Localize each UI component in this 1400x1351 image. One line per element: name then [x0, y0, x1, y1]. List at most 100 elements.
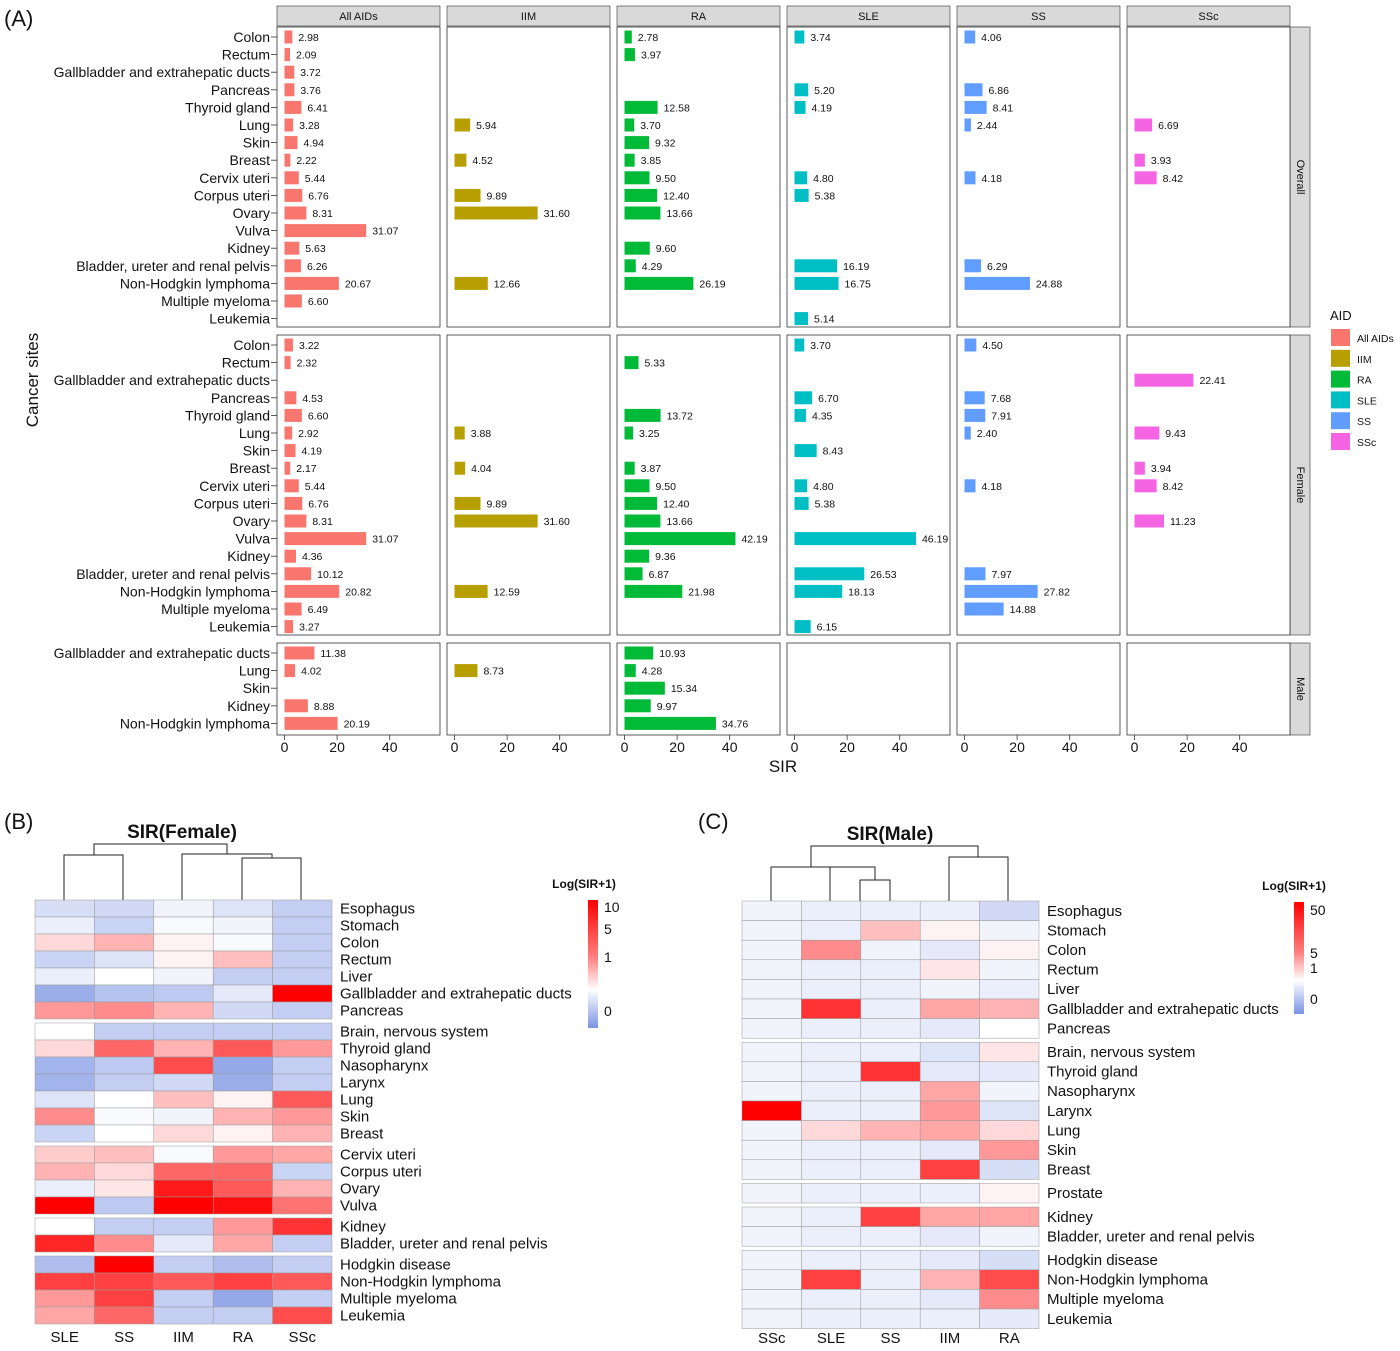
facet-strip-label-iim: IIM: [521, 11, 536, 23]
heatmap-cell-liver-ssc: [741, 959, 802, 980]
data-label: 8.41: [993, 102, 1014, 114]
bar-overall-kidney-all-aids: [284, 241, 300, 255]
heatmap-cell-multiple-myeloma-iim: [919, 1289, 980, 1310]
bar-male-non-hodgkin-lymphoma-all-aids: [284, 716, 338, 730]
bar-female-pancreas-sle: [794, 391, 813, 405]
heatmap-cell-prostate-ssc: [741, 1183, 802, 1204]
heatmap-cell-non-hodgkin-lymphoma-sle: [34, 1272, 95, 1291]
dendrogram-branch: [859, 879, 891, 901]
row-label-gallbladder-and-extrahepatic-ducts: Gallbladder and extrahepatic ducts: [340, 986, 572, 1003]
heatmap-cell-breast-ssc: [272, 1124, 333, 1143]
x-tick-label: 20: [499, 739, 515, 755]
heatmap-cell-esophagus-iim: [919, 900, 980, 921]
heatmap-cell-breast-ssc: [741, 1159, 802, 1180]
row-label-thyroid-gland: Thyroid gland: [1047, 1064, 1138, 1081]
data-label: 8.42: [1163, 173, 1184, 185]
heatmap-cell-stomach-ss: [860, 920, 921, 941]
data-label: 2.17: [296, 463, 317, 475]
bar-overall-bladder-ureter-and-renal-pelvis-all-aids: [284, 259, 301, 273]
facet-panel-male-sle: [786, 642, 951, 736]
heatmap-cell-stomach-ssc: [272, 916, 333, 935]
heatmap-cell-kidney-sle: [801, 1206, 862, 1227]
legend-label-sle: SLE: [1357, 395, 1377, 407]
data-label: 27.82: [1044, 586, 1070, 598]
bar-female-colon-all-aids: [284, 338, 293, 352]
heatmap-title: SIR(Female): [127, 822, 237, 843]
data-label: 7.91: [991, 410, 1012, 422]
data-label: 3.27: [299, 622, 320, 634]
data-label: 3.28: [299, 120, 320, 132]
column-label-ssc: SSc: [289, 1329, 317, 1346]
data-label: 7.68: [991, 393, 1012, 405]
heatmap-cell-ovary-ss: [94, 1179, 155, 1198]
bar-overall-cervix-uteri-ssc: [1134, 171, 1157, 185]
site-label-thyroid-gland: Thyroid gland: [185, 407, 270, 423]
bar-female-lung-iim: [454, 426, 465, 440]
column-label-ss: SS: [114, 1329, 134, 1346]
heatmap-cell-ovary-ssc: [272, 1179, 333, 1198]
facet-strip-ssc: [1126, 5, 1291, 27]
heatmap-cell-colon-sle: [34, 933, 95, 952]
heatmap-cell-multiple-myeloma-iim: [153, 1289, 214, 1308]
heatmap-cell-gallbladder-and-extrahepatic-ducts-ssc: [272, 984, 333, 1003]
bar-female-cervix-uteri-all-aids: [284, 479, 299, 493]
heatmap-cell-cervix-uteri-ssc: [272, 1145, 333, 1164]
heatmap-cell-leukemia-sle: [801, 1308, 862, 1329]
facet-strip-label-sle: SLE: [858, 11, 879, 23]
heatmap-cell-rectum-ssc: [741, 979, 802, 1000]
data-label: 21.98: [688, 586, 714, 598]
site-label-gallbladder-and-extrahepatic-ducts: Gallbladder and extrahepatic ducts: [54, 64, 270, 80]
heatmap-cell-stomach-ss: [94, 916, 155, 935]
row-label-brain-nervous-system: Brain, nervous system: [1047, 1044, 1195, 1061]
data-label: 3.85: [641, 155, 662, 167]
row-label-colon: Colon: [1047, 942, 1086, 959]
heatmap-cell-liver-ssc: [272, 967, 333, 986]
data-label: 2.09: [296, 50, 317, 62]
row-label-lung: Lung: [340, 1092, 373, 1109]
heatmap-cell-kidney-ra: [979, 1206, 1040, 1227]
heatmap-cell-bladder-ureter-and-renal-pelvis-iim: [153, 1234, 214, 1253]
data-label: 9.89: [487, 498, 508, 510]
row-label-non-hodgkin-lymphoma: Non-Hodgkin lymphoma: [1047, 1272, 1209, 1289]
heatmap-cell-larynx-iim: [153, 1073, 214, 1092]
bar-overall-ovary-ra: [624, 206, 661, 220]
row-label-ovary: Ovary: [340, 1181, 381, 1198]
heatmap-cell-liver-iim: [153, 967, 214, 986]
bar-female-lung-all-aids: [284, 426, 293, 440]
heatmap-cell-brain-nervous-system-iim: [919, 1041, 980, 1063]
heatmap-cell-leukemia-sle: [34, 1306, 95, 1325]
column-label-iim: IIM: [939, 1330, 960, 1347]
heatmap-cell-colon-sle: [801, 939, 862, 961]
facet-panel-male-iim: [446, 642, 611, 736]
data-label: 31.07: [372, 534, 398, 546]
bar-overall-lung-ss: [964, 118, 971, 132]
site-label-corpus-uteri: Corpus uteri: [194, 187, 270, 203]
heatmap-cell-multiple-myeloma-ssc: [741, 1289, 802, 1310]
data-label: 8.43: [823, 446, 844, 458]
heatmap-cell-stomach-sle: [34, 916, 95, 935]
bar-female-corpus-uteri-sle: [794, 496, 809, 510]
data-label: 4.04: [471, 463, 492, 475]
heatmap-cell-leukemia-ss: [860, 1308, 921, 1329]
heatmap-cell-breast-ss: [94, 1124, 155, 1143]
heatmap-cell-corpus-uteri-ssc: [272, 1162, 333, 1181]
site-label-multiple-myeloma: Multiple myeloma: [161, 601, 270, 617]
bar-overall-thyroid-gland-all-aids: [284, 100, 302, 114]
heatmap-cell-non-hodgkin-lymphoma-ra: [212, 1272, 273, 1291]
heatmap-cell-larynx-sle: [34, 1073, 95, 1092]
row-strip-label-male: Male: [1294, 677, 1306, 701]
heatmap-cell-thyroid-gland-iim: [153, 1039, 214, 1058]
bar-female-bladder-ureter-and-renal-pelvis-ra: [624, 567, 643, 581]
bar-female-thyroid-gland-ra: [624, 408, 661, 422]
row-label-liver: Liver: [1047, 981, 1080, 998]
x-axis-title: SIR: [769, 757, 797, 776]
color-legend-tick: 1: [604, 949, 612, 965]
data-label: 4.18: [981, 173, 1002, 185]
heatmap-cell-multiple-myeloma-ss: [94, 1289, 155, 1308]
heatmap-cell-colon-ssc: [741, 939, 802, 961]
bar-male-lung-ra: [624, 664, 636, 678]
heatmap-cell-esophagus-ra: [979, 900, 1040, 921]
legend-swatch-ss: [1331, 412, 1350, 430]
legend-swatch-sle: [1331, 391, 1350, 409]
data-label: 3.88: [471, 428, 492, 440]
